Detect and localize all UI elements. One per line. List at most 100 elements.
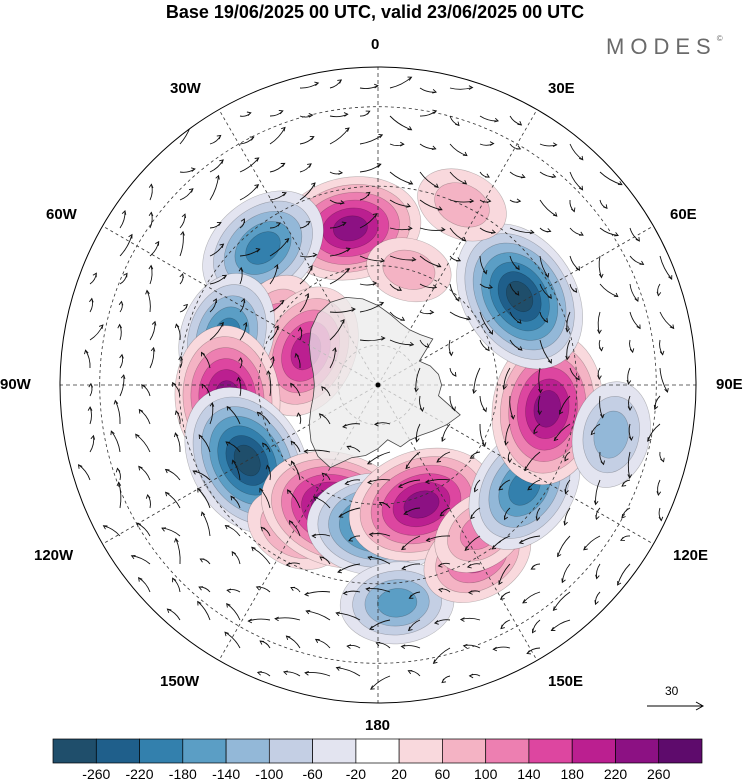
wind-arrow: [532, 619, 541, 634]
colorbar-tick-label: -60: [302, 766, 323, 782]
wind-arrow: [359, 133, 384, 145]
wind-arrow: [304, 591, 331, 597]
wind-arrow: [117, 323, 122, 341]
wind-arrow: [344, 479, 361, 486]
wind-arrow: [564, 451, 571, 462]
wind-arrow: [419, 339, 430, 348]
wind-arrow: [366, 451, 391, 465]
wind-arrow: [369, 619, 391, 630]
wind-arrow: [311, 533, 331, 539]
wind-arrow: [141, 384, 151, 397]
wind-arrow: [239, 298, 246, 313]
reference-vector-arrow: [647, 701, 705, 711]
wind-arrow: [239, 248, 261, 257]
wind-arrow: [329, 170, 344, 175]
lon-label-90w: 90W: [0, 376, 31, 393]
wind-arrow: [459, 617, 481, 622]
wind-arrow: [433, 619, 451, 625]
colorbar-tick-label: 180: [560, 766, 584, 782]
wind-arrow: [261, 442, 271, 453]
wind-arrow: [119, 374, 126, 397]
wind-arrow: [304, 670, 331, 677]
wind-arrow: [209, 159, 224, 173]
wind-arrow: [439, 507, 451, 517]
wind-arrow: [425, 535, 451, 543]
wind-arrow: [466, 563, 481, 569]
wind-arrow: [557, 535, 571, 558]
colorbar-swatch: [658, 738, 703, 764]
wind-arrow: [209, 243, 225, 257]
wind-arrow: [303, 449, 331, 454]
wind-arrow: [599, 227, 619, 237]
wind-arrow: [136, 522, 151, 537]
wind-arrow: [539, 311, 549, 323]
wind-arrow: [299, 81, 320, 89]
wind-arrow: [201, 383, 211, 397]
wind-arrow: [499, 591, 511, 600]
wind-arrow: [145, 493, 151, 509]
wind-arrow: [149, 320, 157, 341]
wind-arrow: [370, 675, 391, 690]
wind-arrow: [296, 412, 302, 425]
wind-arrow: [209, 402, 215, 425]
south-pole-marker: [375, 382, 381, 388]
colorbar-tick-label: 100: [474, 766, 498, 782]
wind-arrow: [256, 671, 271, 677]
wind-arrow: [329, 199, 345, 205]
wind-arrow: [509, 395, 516, 420]
colorbar-swatch: [485, 738, 530, 764]
colorbar-tick-label: 260: [647, 766, 671, 782]
wind-arrow: [265, 464, 271, 481]
wind-arrow: [620, 535, 631, 542]
wind-arrow: [414, 367, 421, 393]
wind-arrow: [269, 299, 285, 313]
wind-arrow: [313, 496, 331, 509]
wind-arrow: [239, 321, 248, 341]
wind-arrow: [593, 479, 601, 506]
wind-arrow: [597, 367, 602, 380]
wind-arrow: [539, 255, 550, 278]
colorbar-swatch: [355, 738, 400, 764]
wind-arrow: [115, 467, 121, 481]
wind-arrow: [469, 451, 481, 459]
wind-arrow: [251, 546, 271, 565]
wind-arrow: [342, 590, 361, 596]
wind-arrow: [569, 255, 581, 271]
wind-arrow: [239, 111, 252, 117]
lon-label-30w: 30W: [170, 80, 201, 97]
lon-label-60e: 60E: [670, 206, 697, 223]
wind-arrow: [522, 591, 541, 604]
wind-arrow: [419, 143, 437, 151]
wind-arrow: [595, 563, 601, 580]
wind-arrow: [230, 495, 241, 509]
wind-arrow: [119, 272, 128, 285]
wind-arrow: [509, 198, 522, 204]
wind-arrow: [653, 395, 661, 410]
wind-arrow: [342, 423, 361, 429]
colorbar-swatch: [571, 738, 616, 764]
wind-arrow: [164, 468, 181, 481]
wind-arrow: [599, 395, 605, 419]
colorbar-swatch: [615, 738, 660, 764]
wind-arrow: [479, 255, 488, 275]
lon-label-120w: 120W: [34, 547, 74, 564]
wind-arrow: [359, 301, 385, 313]
wind-arrow: [209, 174, 220, 201]
wind-arrow: [297, 326, 303, 341]
wind-arrow: [198, 434, 211, 453]
wind-arrow: [149, 240, 160, 257]
wind-arrow: [479, 115, 499, 123]
map-border: [59, 66, 697, 704]
wind-arrow: [537, 395, 542, 416]
wind-arrow: [329, 268, 350, 285]
wind-arrow: [419, 395, 425, 413]
wind-arrow: [346, 445, 361, 453]
wind-arrow: [89, 434, 96, 453]
wind-arrow: [172, 381, 181, 397]
wind-arrow: [479, 423, 487, 448]
wind-arrow: [373, 422, 391, 427]
wind-arrow: [479, 395, 487, 413]
wind-arrow: [407, 619, 421, 632]
wind-arrow: [389, 141, 405, 147]
wind-arrow: [628, 423, 634, 442]
